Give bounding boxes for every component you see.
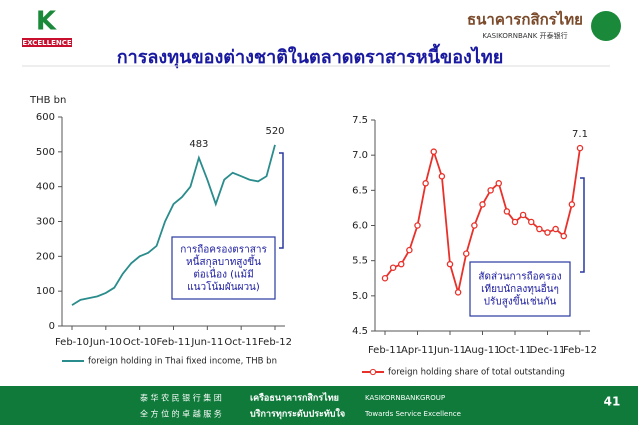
data-point xyxy=(438,173,446,180)
footer-th: เครือธนาคารกสิกรไทย xyxy=(250,392,339,404)
data-point xyxy=(397,260,405,268)
footer-cn: 全 方 位 的 卓 越 服 务 xyxy=(140,409,222,419)
data-label: 7.1 xyxy=(572,129,588,140)
logo-band xyxy=(22,38,72,47)
data-point xyxy=(519,211,527,219)
data-point xyxy=(462,250,470,257)
annotation-text: ปรับสูงขึ้นเช่นกัน xyxy=(484,294,557,308)
data-point xyxy=(544,229,551,236)
annotation-bracket xyxy=(279,152,284,249)
x-tick-label: Feb-11 xyxy=(368,345,402,356)
annotation-text: เทียบนักลงทุนอื่นๆ xyxy=(481,281,559,295)
data-point xyxy=(568,201,576,208)
y-tick-label: 100 xyxy=(36,286,55,297)
y-tick-label: 0 xyxy=(49,321,55,332)
footer-en: Towards Service Excellence xyxy=(364,410,461,418)
data-point xyxy=(471,222,478,229)
annotation-text: หนี้สกุลบาทสูงขึ้น xyxy=(186,254,261,268)
y-tick-label: 4.5 xyxy=(352,326,368,337)
data-point xyxy=(495,180,502,187)
data-point xyxy=(511,218,519,226)
logo-caption: EXCELLENCE xyxy=(22,39,72,47)
legend-marker xyxy=(369,368,377,376)
data-point xyxy=(406,246,413,254)
x-tick-label: Oct-11 xyxy=(498,345,532,356)
x-tick-label: Oct-10 xyxy=(123,337,157,348)
y-tick-label: 7.0 xyxy=(352,150,368,161)
data-point xyxy=(454,289,462,296)
page-number: 41 xyxy=(604,395,621,409)
bank-name-en: KASIKORNBANK 开泰银行 xyxy=(482,31,567,40)
data-line xyxy=(71,144,276,306)
data-point xyxy=(536,225,543,233)
data-label: 520 xyxy=(265,126,284,137)
annotation-bracket xyxy=(580,177,585,273)
y-tick-label: 500 xyxy=(36,147,55,158)
y-tick-label: 6.0 xyxy=(352,221,368,232)
data-point xyxy=(389,264,397,271)
x-tick-label: Jun-11 xyxy=(433,345,466,356)
annotation-text: การถือครองตราสาร xyxy=(180,243,267,255)
y-tick-label: 7.5 xyxy=(352,115,368,126)
data-point xyxy=(560,232,568,240)
data-point xyxy=(381,274,389,282)
x-tick-label: Apr-11 xyxy=(401,345,434,356)
y-tick-label: 200 xyxy=(36,251,55,262)
data-point xyxy=(479,201,486,208)
data-point xyxy=(576,144,584,152)
x-tick-label: Dec-11 xyxy=(530,345,566,356)
footer-th: บริการทุกระดับประทับใจ xyxy=(250,408,345,420)
data-point xyxy=(552,225,559,233)
x-tick-label: Feb-10 xyxy=(55,337,89,348)
y-axis-label: THB bn xyxy=(29,95,66,106)
x-tick-label: Feb-12 xyxy=(563,345,597,356)
y-tick-label: 5.5 xyxy=(352,256,368,267)
data-point xyxy=(414,222,421,229)
x-tick-label: Oct-11 xyxy=(224,337,258,348)
bank-logo xyxy=(591,11,621,41)
bank-name-thai: ธนาคารกสิกรไทย xyxy=(467,10,583,29)
legend-label: foreign holding in Thai fixed income, TH… xyxy=(88,357,277,367)
slide-title: การลงทุนของต่างชาติในตลาดตราสารหนี้ของไท… xyxy=(117,43,504,69)
footer-bar xyxy=(0,386,638,425)
footer-cn: 泰 华 农 民 银 行 集 团 xyxy=(140,393,222,403)
data-point xyxy=(503,208,511,215)
footer-en: KASIKORNBANKGROUP xyxy=(365,394,445,402)
annotation-box xyxy=(171,236,276,300)
data-point xyxy=(422,180,429,187)
legend-label: foreign holding share of total outstandi… xyxy=(388,368,565,378)
data-point xyxy=(430,148,437,155)
x-tick-label: Jun-10 xyxy=(89,337,122,348)
y-tick-label: 400 xyxy=(36,182,55,193)
annotation-text: สัดส่วนการถือครอง xyxy=(478,271,561,283)
x-tick-label: Jun-11 xyxy=(190,337,223,348)
y-tick-label: 5.0 xyxy=(352,291,368,302)
annotation-text: ต่อเนื่อง (แม้มี xyxy=(193,266,253,280)
logo-letter: K xyxy=(36,7,57,37)
x-tick-label: Aug-11 xyxy=(465,345,501,356)
annotation-box xyxy=(469,261,571,317)
y-tick-label: 600 xyxy=(36,112,55,123)
data-point xyxy=(487,187,494,194)
data-point xyxy=(446,260,454,268)
x-tick-label: Feb-12 xyxy=(258,337,292,348)
y-tick-label: 6.5 xyxy=(352,185,368,196)
data-label: 483 xyxy=(189,139,208,150)
annotation-text: แนวโน้มผันผวน) xyxy=(187,280,260,293)
x-tick-label: Feb-11 xyxy=(156,337,190,348)
data-point xyxy=(528,218,535,226)
y-tick-label: 300 xyxy=(36,217,55,228)
